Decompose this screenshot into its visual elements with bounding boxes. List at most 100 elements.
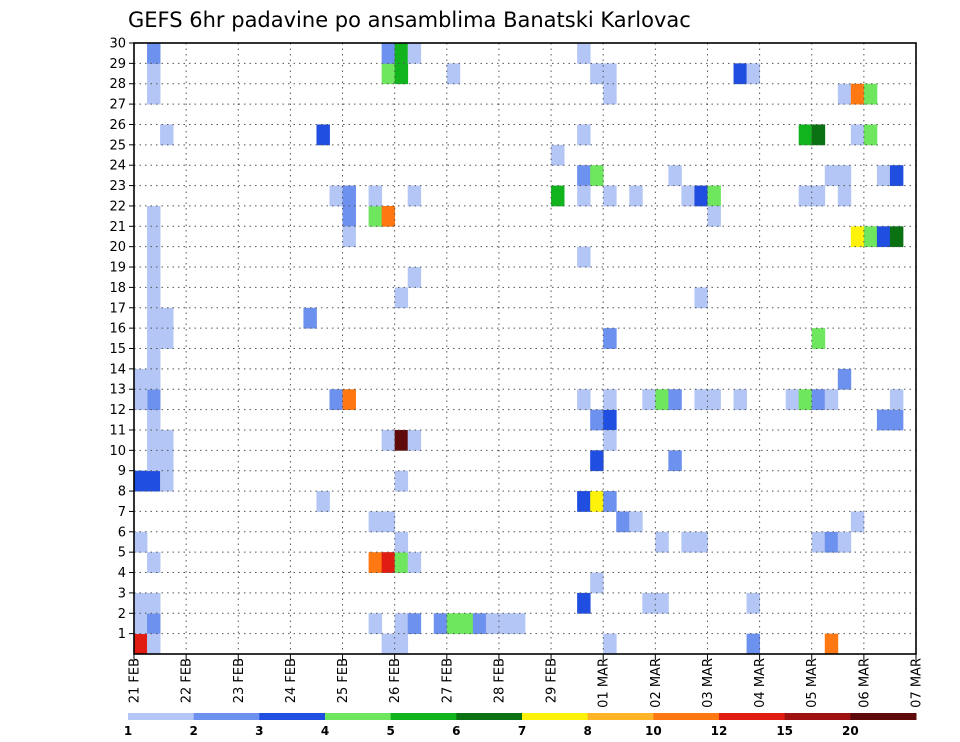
heatmap-cell — [824, 633, 839, 655]
colorbar-swatch — [390, 713, 457, 720]
heatmap-cell — [394, 287, 409, 309]
colorbar-swatch — [784, 713, 851, 720]
heatmap-cell — [394, 531, 409, 553]
heatmap-cell — [590, 409, 604, 431]
heatmap-cell — [147, 83, 161, 105]
y-axis: 1234567891011121314151617181920212223242… — [109, 37, 134, 642]
heatmap-cell — [134, 470, 148, 492]
heatmap-cell — [668, 165, 682, 186]
y-tick-label: 8 — [118, 485, 126, 500]
heatmap-cell — [590, 491, 604, 512]
y-tick-label: 30 — [109, 37, 126, 52]
heatmap-cell — [368, 205, 383, 227]
heatmap-cell — [694, 531, 708, 553]
heatmap-cell — [147, 205, 161, 227]
heatmap-cell — [642, 592, 656, 614]
heatmap-cell — [616, 511, 630, 533]
x-tick-label: 05 MAR — [805, 658, 820, 708]
heatmap-cell — [876, 165, 891, 186]
colorbar-swatch — [325, 713, 392, 720]
heatmap-cell — [147, 450, 161, 472]
x-tick-label: 25 FEB — [336, 658, 351, 703]
heatmap-cell — [603, 429, 617, 451]
heatmap-cell — [694, 185, 708, 207]
heatmap-cell — [381, 43, 396, 64]
colorbar: 1 2 3 4 5 6 7 8 10 12 15 20 — [124, 713, 917, 738]
heatmap-cell — [603, 83, 617, 105]
heatmap-cell — [811, 124, 826, 146]
colorbar-swatch — [193, 713, 260, 720]
heatmap-cell — [147, 307, 161, 329]
heatmap-cell — [603, 328, 617, 349]
y-tick-label: 6 — [118, 525, 126, 540]
heatmap-cell — [590, 572, 604, 594]
y-tick-label: 28 — [109, 77, 126, 92]
y-tick-label: 14 — [109, 362, 126, 377]
heatmap-cell — [629, 185, 643, 207]
heatmap-cell — [134, 592, 148, 614]
heatmap-cell — [407, 267, 422, 288]
colorbar-label: 2 — [189, 724, 197, 738]
y-tick-label: 12 — [109, 403, 126, 418]
heatmap-cell — [837, 83, 852, 105]
x-tick-label: 03 MAR — [701, 658, 716, 708]
colorbar-swatch — [653, 713, 720, 720]
heatmap-cell — [446, 63, 461, 85]
heatmap-cell — [811, 185, 826, 207]
heatmap-cell — [316, 124, 330, 146]
heatmap-cell — [603, 185, 617, 207]
x-tick-label: 21 FEB — [128, 658, 143, 703]
heatmap-cell — [811, 389, 826, 410]
heatmap-cell — [681, 185, 695, 207]
heatmap-cell — [368, 185, 383, 207]
heatmap-cell — [147, 226, 161, 248]
heatmap-cell — [798, 389, 813, 410]
y-tick-label: 17 — [109, 301, 126, 316]
colorbar-swatch — [850, 713, 917, 720]
x-tick-label: 06 MAR — [857, 658, 872, 708]
heatmap-cell — [603, 491, 617, 512]
x-tick-label: 23 FEB — [232, 658, 247, 703]
heatmap-cell — [147, 287, 161, 309]
y-tick-label: 27 — [109, 98, 126, 113]
heatmap-cell — [446, 613, 461, 635]
heatmap-cell — [160, 470, 174, 492]
heatmap-cell — [629, 511, 643, 533]
colorbar-swatch — [719, 713, 786, 720]
heatmap-cell — [603, 63, 617, 85]
heatmap-cell — [381, 511, 396, 533]
heatmap-cell — [577, 43, 591, 64]
heatmap-cell — [863, 226, 878, 248]
heatmap-cell — [811, 531, 826, 553]
heatmap-cell — [824, 165, 839, 186]
y-tick-label: 19 — [109, 261, 126, 276]
heatmap-cell — [889, 389, 904, 410]
heatmap-cell — [824, 389, 839, 410]
y-tick-label: 4 — [118, 566, 126, 581]
heatmap-cell — [134, 389, 148, 410]
heatmap-cell — [733, 63, 747, 85]
heatmap-cell — [407, 552, 422, 573]
heatmap-cell — [785, 389, 800, 410]
heatmap-cell — [668, 450, 682, 472]
heatmap-cell — [160, 450, 174, 472]
heatmap-cell — [342, 226, 356, 248]
heatmap-cell — [147, 348, 161, 370]
colorbar-label: 5 — [386, 724, 394, 738]
y-tick-label: 23 — [109, 179, 126, 194]
colorbar-label: 1 — [124, 724, 132, 738]
x-tick-label: 04 MAR — [753, 658, 768, 708]
heatmap-cell — [850, 83, 865, 105]
heatmap-cell — [577, 491, 591, 512]
y-tick-label: 7 — [118, 505, 126, 520]
x-axis: 21 FEB 22 FEB 23 FEB 24 FEB 25 FEB 26 FEB 27 F… — [128, 654, 925, 708]
heatmap-cell — [837, 368, 852, 390]
heatmap-cell — [147, 429, 161, 451]
y-tick-label: 21 — [109, 220, 126, 235]
colorbar-swatch — [128, 713, 195, 720]
heatmap-cell — [863, 124, 878, 146]
heatmap-cell — [368, 511, 383, 533]
heatmap-cell — [889, 409, 904, 431]
heatmap-cell — [316, 491, 330, 512]
